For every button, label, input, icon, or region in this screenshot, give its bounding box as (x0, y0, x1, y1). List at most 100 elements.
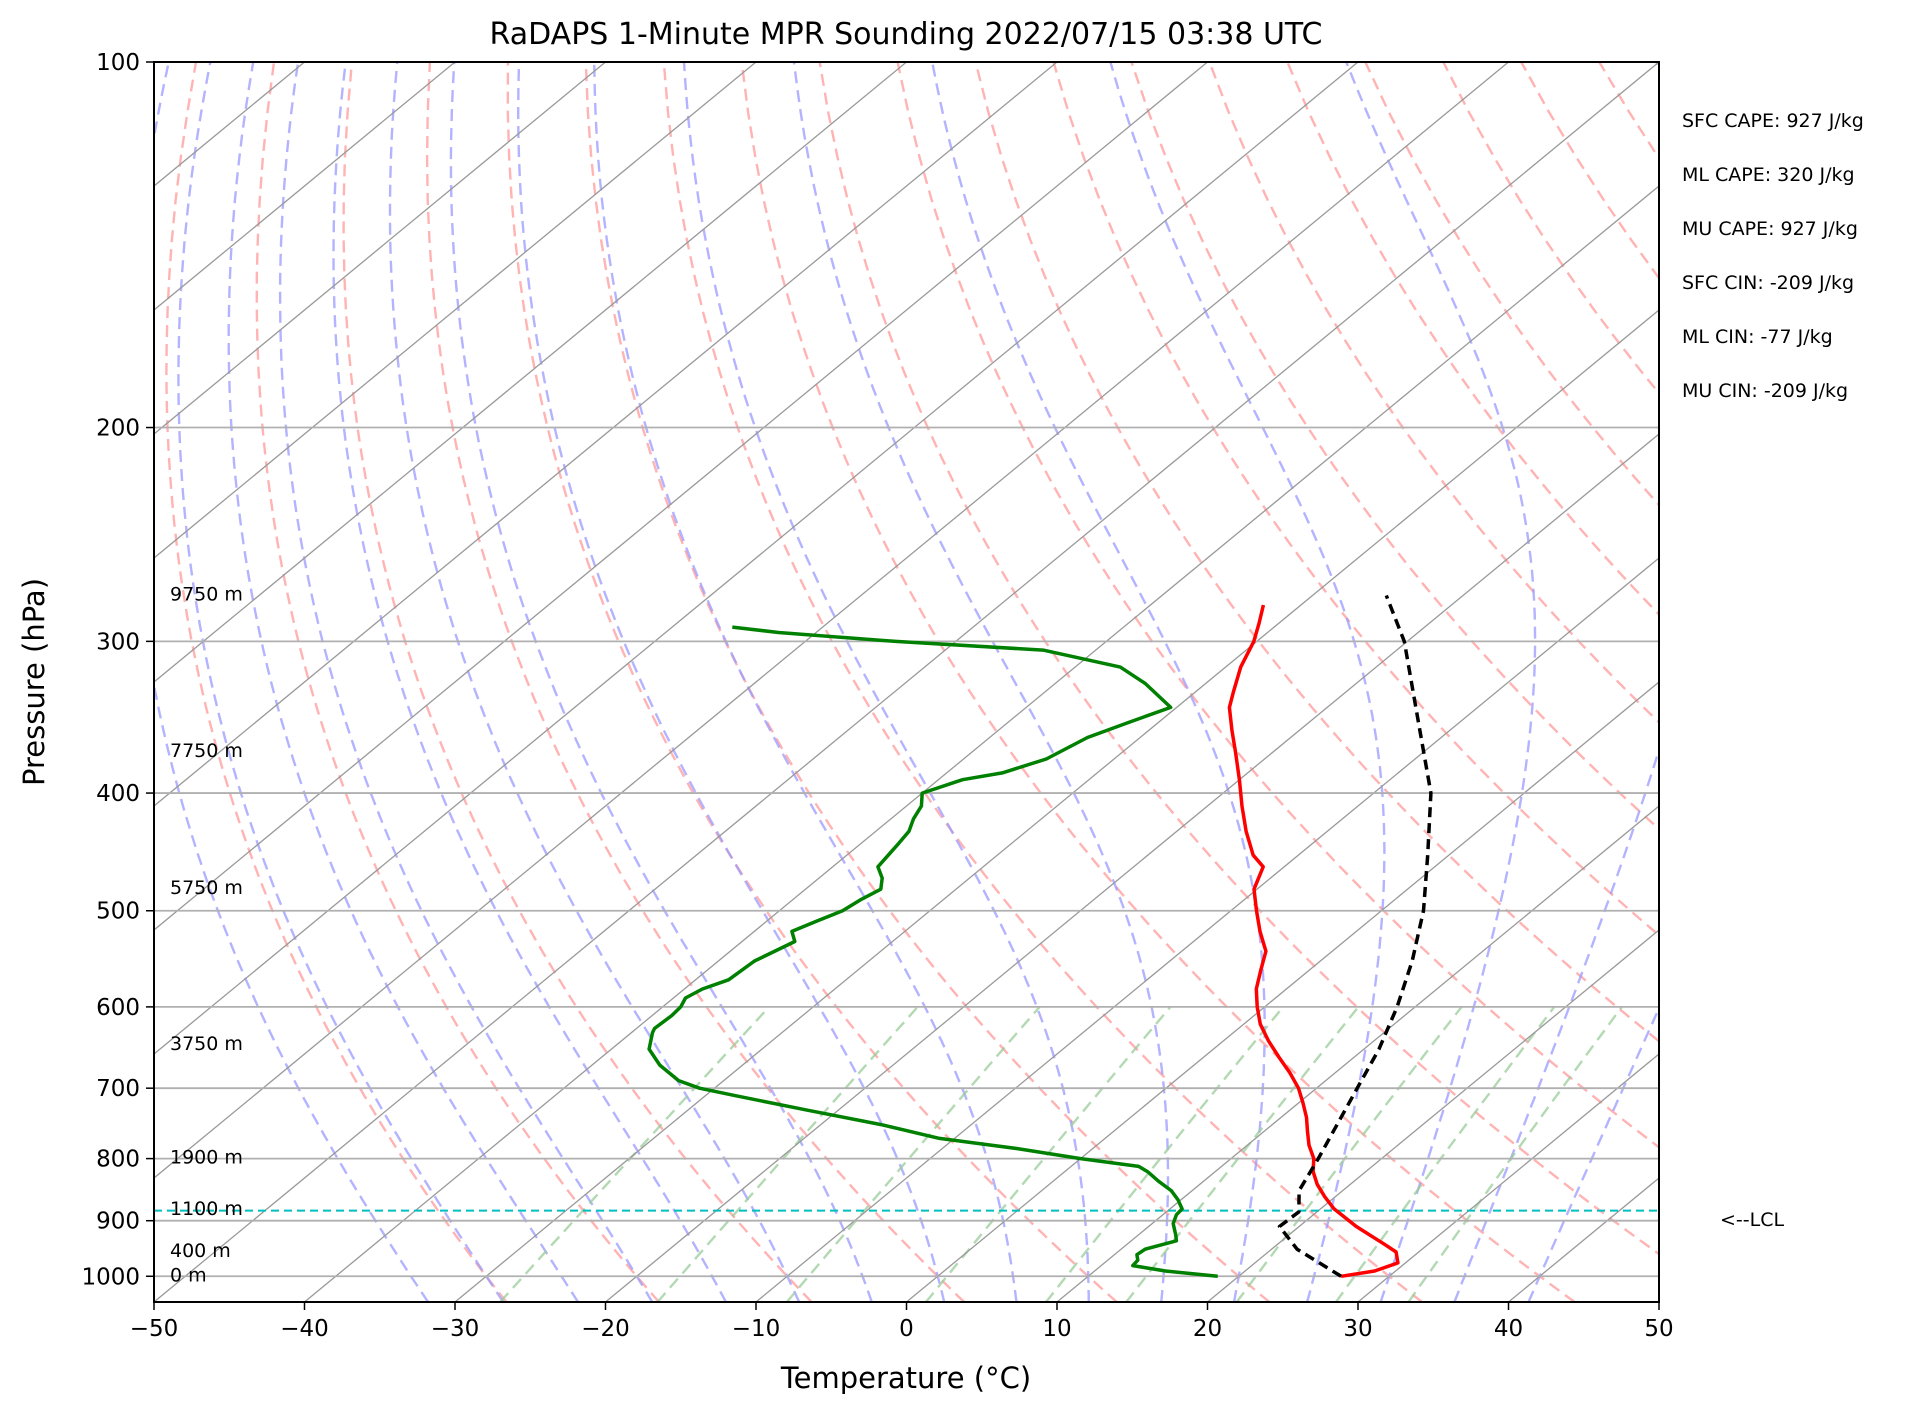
height-label: 9750 m (170, 583, 243, 605)
moist-adiabat (177, 62, 505, 1302)
x-tick-label: 40 (1494, 1316, 1523, 1342)
y-tick-label: 700 (96, 1076, 140, 1102)
isotherm (154, 62, 907, 683)
y-tick-label: 900 (96, 1209, 140, 1235)
height-label: 0 m (170, 1264, 207, 1286)
isotherm (304, 185, 1659, 1302)
reference-lines (154, 62, 1659, 1302)
isotherm (1357, 1053, 1659, 1302)
stat-sfc-cape: SFC CAPE: 927 J/kg (1682, 110, 1864, 132)
moist-adiabat (449, 62, 873, 1302)
isotherm (1207, 929, 1659, 1302)
mixing-ratio-line (499, 1006, 770, 1302)
profile-series (647, 594, 1433, 1279)
stat-ml-cin: ML CIN: -77 J/kg (1682, 326, 1833, 348)
moist-adiabat (154, 62, 430, 1302)
dry-adiabat (662, 62, 1423, 1302)
moist-adiabat (682, 62, 1090, 1302)
moist-adiabat (1345, 62, 1537, 1302)
y-tick-label: 600 (96, 995, 140, 1021)
x-tick-label: 10 (1042, 1316, 1071, 1342)
isotherm (1056, 805, 1659, 1302)
stat-mu-cin: MU CIN: -209 J/kg (1682, 380, 1849, 402)
dry-adiabat (255, 62, 660, 1302)
height-label: 1900 m (170, 1147, 243, 1169)
dewpoint-profile (647, 625, 1218, 1279)
mixing-ratio-line (1335, 1006, 1556, 1302)
lcl-label: <--LCL (1720, 1208, 1785, 1231)
isotherm (906, 681, 1659, 1302)
isotherm (154, 62, 606, 435)
moist-adiabat (516, 62, 946, 1302)
dry-adiabat (506, 62, 1118, 1302)
isotherm (154, 62, 757, 559)
y-tick-label: 100 (96, 50, 140, 76)
dry-adiabat (1208, 62, 1659, 724)
stat-ml-cape: ML CAPE: 320 J/kg (1682, 164, 1855, 186)
dry-adiabat (1130, 62, 1659, 831)
mixing-ratio-line (785, 1006, 1041, 1302)
isotherm (154, 62, 1359, 1055)
dry-adiabat (1286, 62, 1659, 617)
moist-adiabat (593, 62, 1018, 1302)
x-tick-label: 20 (1193, 1316, 1222, 1342)
parcel-profile (1277, 594, 1433, 1278)
mixing-ratio-line (656, 1006, 919, 1302)
height-label: 5750 m (170, 877, 243, 899)
y-tick-label: 200 (96, 416, 140, 442)
moist-adiabat (1109, 62, 1386, 1302)
height-label: 7750 m (170, 740, 243, 762)
isotherm (154, 62, 1659, 1302)
temperature-profile (1227, 604, 1400, 1279)
y-tick-label: 400 (96, 781, 140, 807)
y-tick-label: 500 (96, 899, 140, 925)
isotherm (755, 557, 1659, 1302)
dry-adiabat (425, 62, 966, 1302)
x-tick-label: 50 (1644, 1316, 1673, 1342)
height-label: 1100 m (170, 1198, 243, 1220)
moist-adiabat (792, 62, 1170, 1302)
isotherm (154, 62, 1058, 807)
dry-adiabat (896, 62, 1659, 1149)
x-tick-label: −20 (581, 1316, 630, 1342)
x-axis-label: Temperature (°C) (780, 1361, 1031, 1395)
mixing-ratio-line (1125, 1006, 1360, 1302)
height-label: 400 m (170, 1240, 231, 1262)
stats-panel: SFC CAPE: 927 J/kg ML CAPE: 320 J/kg MU … (1682, 106, 1907, 430)
mixing-ratio-line (1235, 1006, 1463, 1302)
x-tick-label: 0 (899, 1316, 914, 1342)
dry-adiabat (342, 62, 813, 1302)
y-tick-label: 300 (96, 629, 140, 655)
isotherm (154, 62, 456, 311)
moist-adiabat (931, 62, 1266, 1302)
stat-mu-cape: MU CAPE: 927 J/kg (1682, 218, 1858, 240)
y-tick-label: 1000 (81, 1264, 140, 1290)
isotherm (605, 433, 1659, 1302)
chart-title: RaDAPS 1-Minute MPR Sounding 2022/07/15 … (490, 17, 1323, 52)
y-axis-ticks: 100 200 300 400 500 600 700 800 900 1000 (81, 50, 154, 1290)
x-tick-label: 30 (1343, 1316, 1372, 1342)
x-tick-label: −40 (280, 1316, 329, 1342)
moist-adiabat (278, 62, 654, 1302)
dry-adiabat (740, 62, 1576, 1302)
x-tick-label: −30 (431, 1316, 480, 1342)
mixing-ratio-line (1045, 1006, 1285, 1302)
isotherm (154, 62, 1208, 931)
moist-adiabat (332, 62, 727, 1302)
dry-adiabat (165, 62, 508, 1302)
moist-adiabat (388, 62, 801, 1302)
height-label: 3750 m (170, 1033, 243, 1055)
y-tick-label: 800 (96, 1147, 140, 1173)
mixing-ratio-line (1407, 1006, 1623, 1302)
dry-adiabat (818, 62, 1659, 1256)
y-axis-label: Pressure (hPa) (17, 578, 51, 786)
moist-adiabat (227, 62, 580, 1302)
x-tick-label: −10 (732, 1316, 781, 1342)
x-axis-ticks: −50 −40 −30 −20 −10 0 10 20 30 40 50 (130, 1302, 1674, 1342)
stat-sfc-cin: SFC CIN: -209 J/kg (1682, 272, 1855, 294)
isotherm (154, 62, 1509, 1179)
x-tick-label: −50 (130, 1316, 179, 1342)
pressure-gridlines (154, 61, 1659, 1278)
